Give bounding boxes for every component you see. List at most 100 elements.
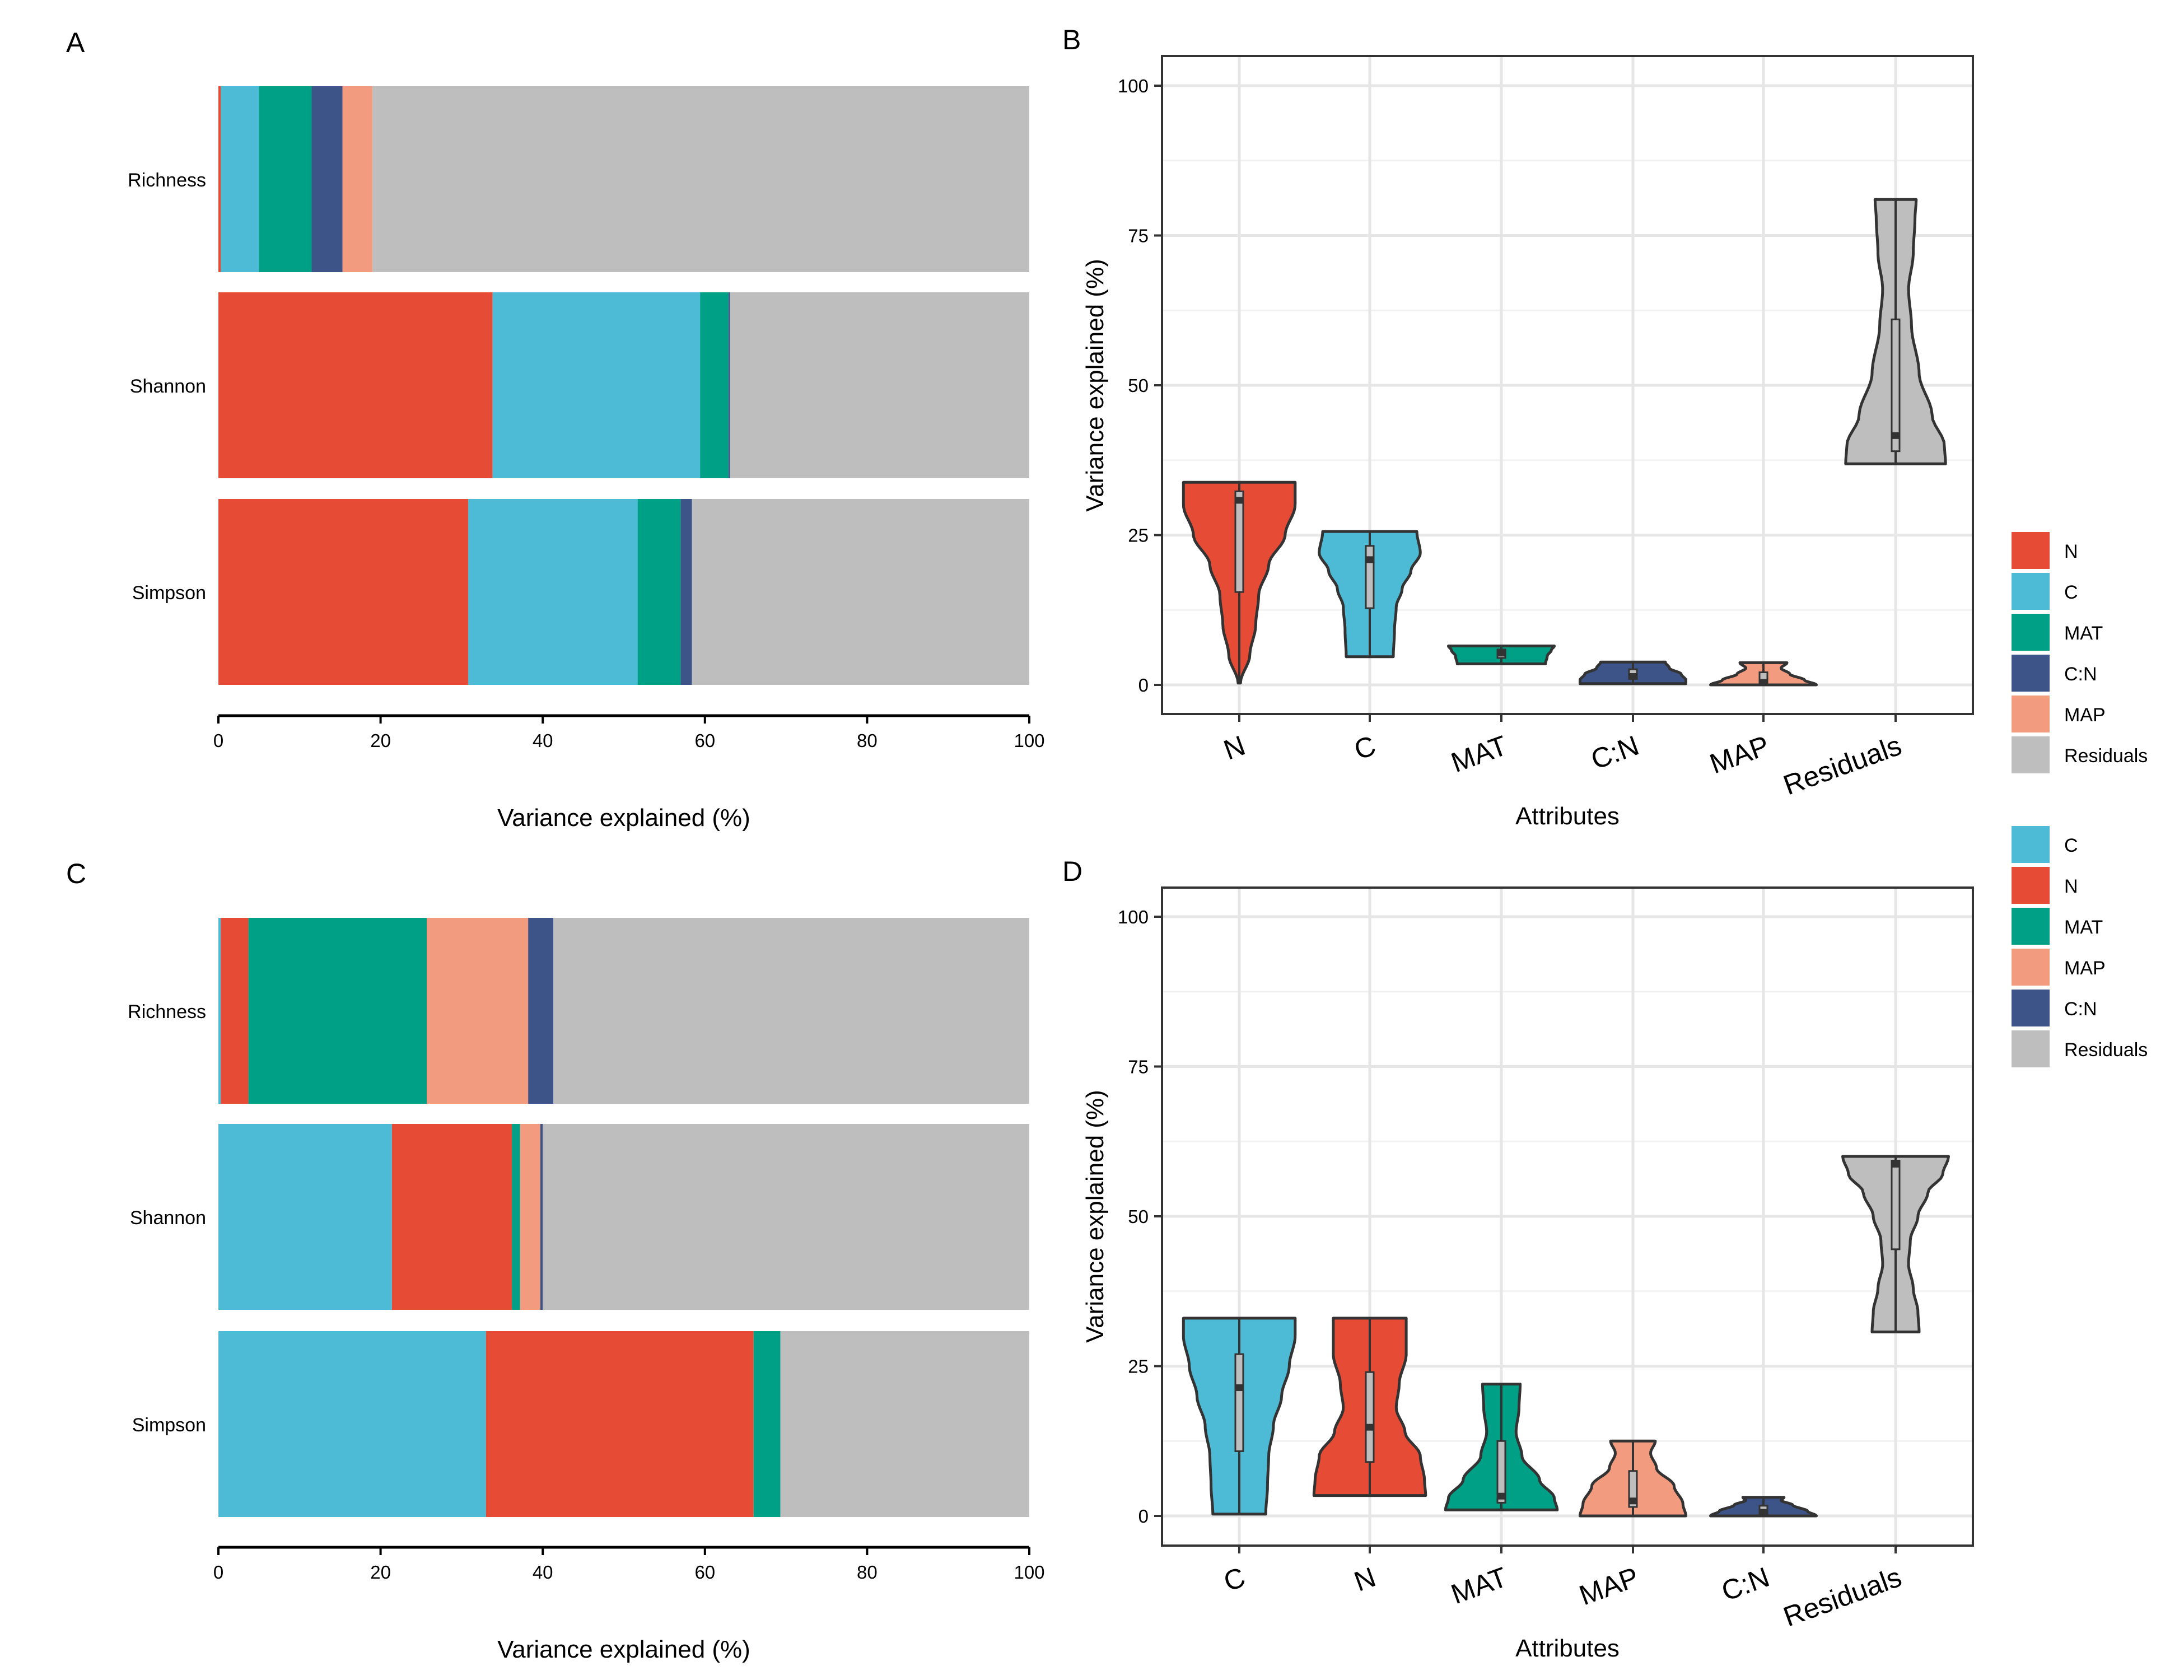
bar-simpson-c [468, 499, 638, 685]
legend-key-map [2012, 696, 2050, 732]
legend-key-n [2012, 532, 2050, 569]
bar-shannon-n [391, 1124, 512, 1310]
x-tick-label: 80 [857, 730, 878, 751]
legend-key-residuals [2012, 1030, 2050, 1067]
bar-shannon-c-n [540, 1124, 543, 1310]
box-mat [1496, 1440, 1506, 1504]
median-n [1366, 1424, 1373, 1431]
box-c [1234, 1353, 1244, 1452]
panel-tag: B [1062, 24, 1081, 55]
median-n [1236, 497, 1243, 504]
x-axis-title: Variance explained (%) [497, 804, 750, 832]
y-tick-label: 50 [1128, 375, 1149, 396]
bar-shannon-residuals [730, 292, 1029, 478]
category-label-simpson: Simpson [132, 1415, 206, 1436]
box-n [1234, 490, 1244, 593]
median-mat [1498, 650, 1505, 657]
legend-key-c-n [2012, 655, 2050, 692]
bar-shannon-n [218, 292, 493, 478]
x-tick-label: 40 [533, 1562, 553, 1583]
bar-richness-c [221, 86, 259, 272]
median-map [1630, 1497, 1636, 1505]
legend-key-residuals [2012, 736, 2050, 773]
legend-1: NC MAT C:N MAP Residuals [2012, 532, 2148, 773]
legend-label-c-n: C:N [2064, 998, 2097, 1020]
median-mat [1498, 1492, 1505, 1500]
x-axis-title: Variance explained (%) [497, 1636, 750, 1663]
bar-simpson-c [218, 1331, 486, 1517]
legend-key-mat [2012, 614, 2050, 651]
median-c [1236, 1384, 1243, 1392]
median-residuals [1892, 432, 1899, 439]
legend-key-map [2012, 949, 2050, 986]
category-label-shannon: Shannon [130, 1207, 206, 1229]
bar-richness-residuals [553, 918, 1029, 1104]
x-tick-label: 80 [857, 1562, 878, 1583]
median-c [1366, 556, 1373, 563]
category-label-richness: Richness [128, 1001, 206, 1023]
median-c-n [1760, 1509, 1767, 1516]
bar-simpson-residuals [780, 1331, 1029, 1517]
x-tick-label: 40 [533, 730, 553, 751]
legend-label-n: N [2064, 541, 2078, 562]
bar-richness-map [342, 86, 373, 272]
legend-2: CN MAT MAP C:N Residuals [2012, 826, 2148, 1067]
bar-richness-map [427, 918, 529, 1104]
box-residuals [1891, 318, 1901, 452]
bar-shannon-mat [700, 292, 729, 478]
panel-tag: D [1062, 856, 1082, 887]
y-tick-label: 0 [1138, 1506, 1149, 1527]
legend-label-c-n: C:N [2064, 664, 2097, 685]
bar-shannon-mat [512, 1124, 520, 1310]
bar-simpson-c-n [680, 499, 692, 685]
y-tick-label: 100 [1118, 907, 1149, 927]
category-label-shannon: Shannon [130, 376, 206, 397]
panel-a: A Richness Shannon Simpson 0 20 40 60 80 100 Varia… [66, 27, 1045, 832]
median-residuals [1892, 1160, 1899, 1168]
bar-shannon-c-n [728, 292, 730, 478]
box-n [1365, 1371, 1375, 1463]
legend-key-c [2012, 826, 2050, 863]
y-tick-label: 0 [1138, 675, 1149, 696]
median-c-n [1630, 673, 1636, 680]
y-tick-label: 25 [1128, 1356, 1149, 1377]
x-tick-label: 60 [694, 730, 715, 751]
bar-richness-c-n [311, 86, 343, 272]
legend-label-mat: MAT [2064, 917, 2103, 938]
bar-richness-c [218, 918, 221, 1104]
bar-simpson-n [218, 499, 468, 685]
bar-shannon-residuals [543, 1124, 1029, 1310]
y-tick-label: 75 [1128, 226, 1149, 246]
x-tick-label: 20 [370, 1562, 391, 1583]
x-tick-label: 0 [213, 730, 223, 751]
y-tick-label: 100 [1118, 76, 1149, 96]
category-label-richness: Richness [128, 170, 206, 191]
y-axis-title: Variance explained (%) [1081, 259, 1109, 512]
legend-key-mat [2012, 908, 2050, 945]
legend-key-c-n [2012, 990, 2050, 1026]
bar-simpson-residuals [692, 499, 1029, 685]
legend-label-residuals: Residuals [2064, 745, 2148, 767]
panel-tag: A [66, 27, 85, 58]
y-tick-label: 25 [1128, 525, 1149, 546]
bar-shannon-c [492, 292, 701, 478]
bar-simpson-n [486, 1331, 754, 1517]
y-tick-label: 50 [1128, 1206, 1149, 1227]
legend-label-map: MAP [2064, 704, 2106, 726]
x-tick-label: 100 [1014, 730, 1044, 751]
bar-richness-n [218, 86, 221, 272]
median-map [1760, 679, 1767, 686]
plot-border [1161, 55, 1974, 715]
legend-label-map: MAP [2064, 958, 2106, 979]
bar-richness-residuals [372, 86, 1029, 272]
x-tick-label: 20 [370, 730, 391, 751]
bar-shannon-c [218, 1124, 392, 1310]
legend-key-n [2012, 867, 2050, 904]
bar-richness-c-n [528, 918, 554, 1104]
bar-simpson-mat [637, 499, 681, 685]
bar-simpson-mat [753, 1331, 781, 1517]
bar-shannon-map [520, 1124, 540, 1310]
